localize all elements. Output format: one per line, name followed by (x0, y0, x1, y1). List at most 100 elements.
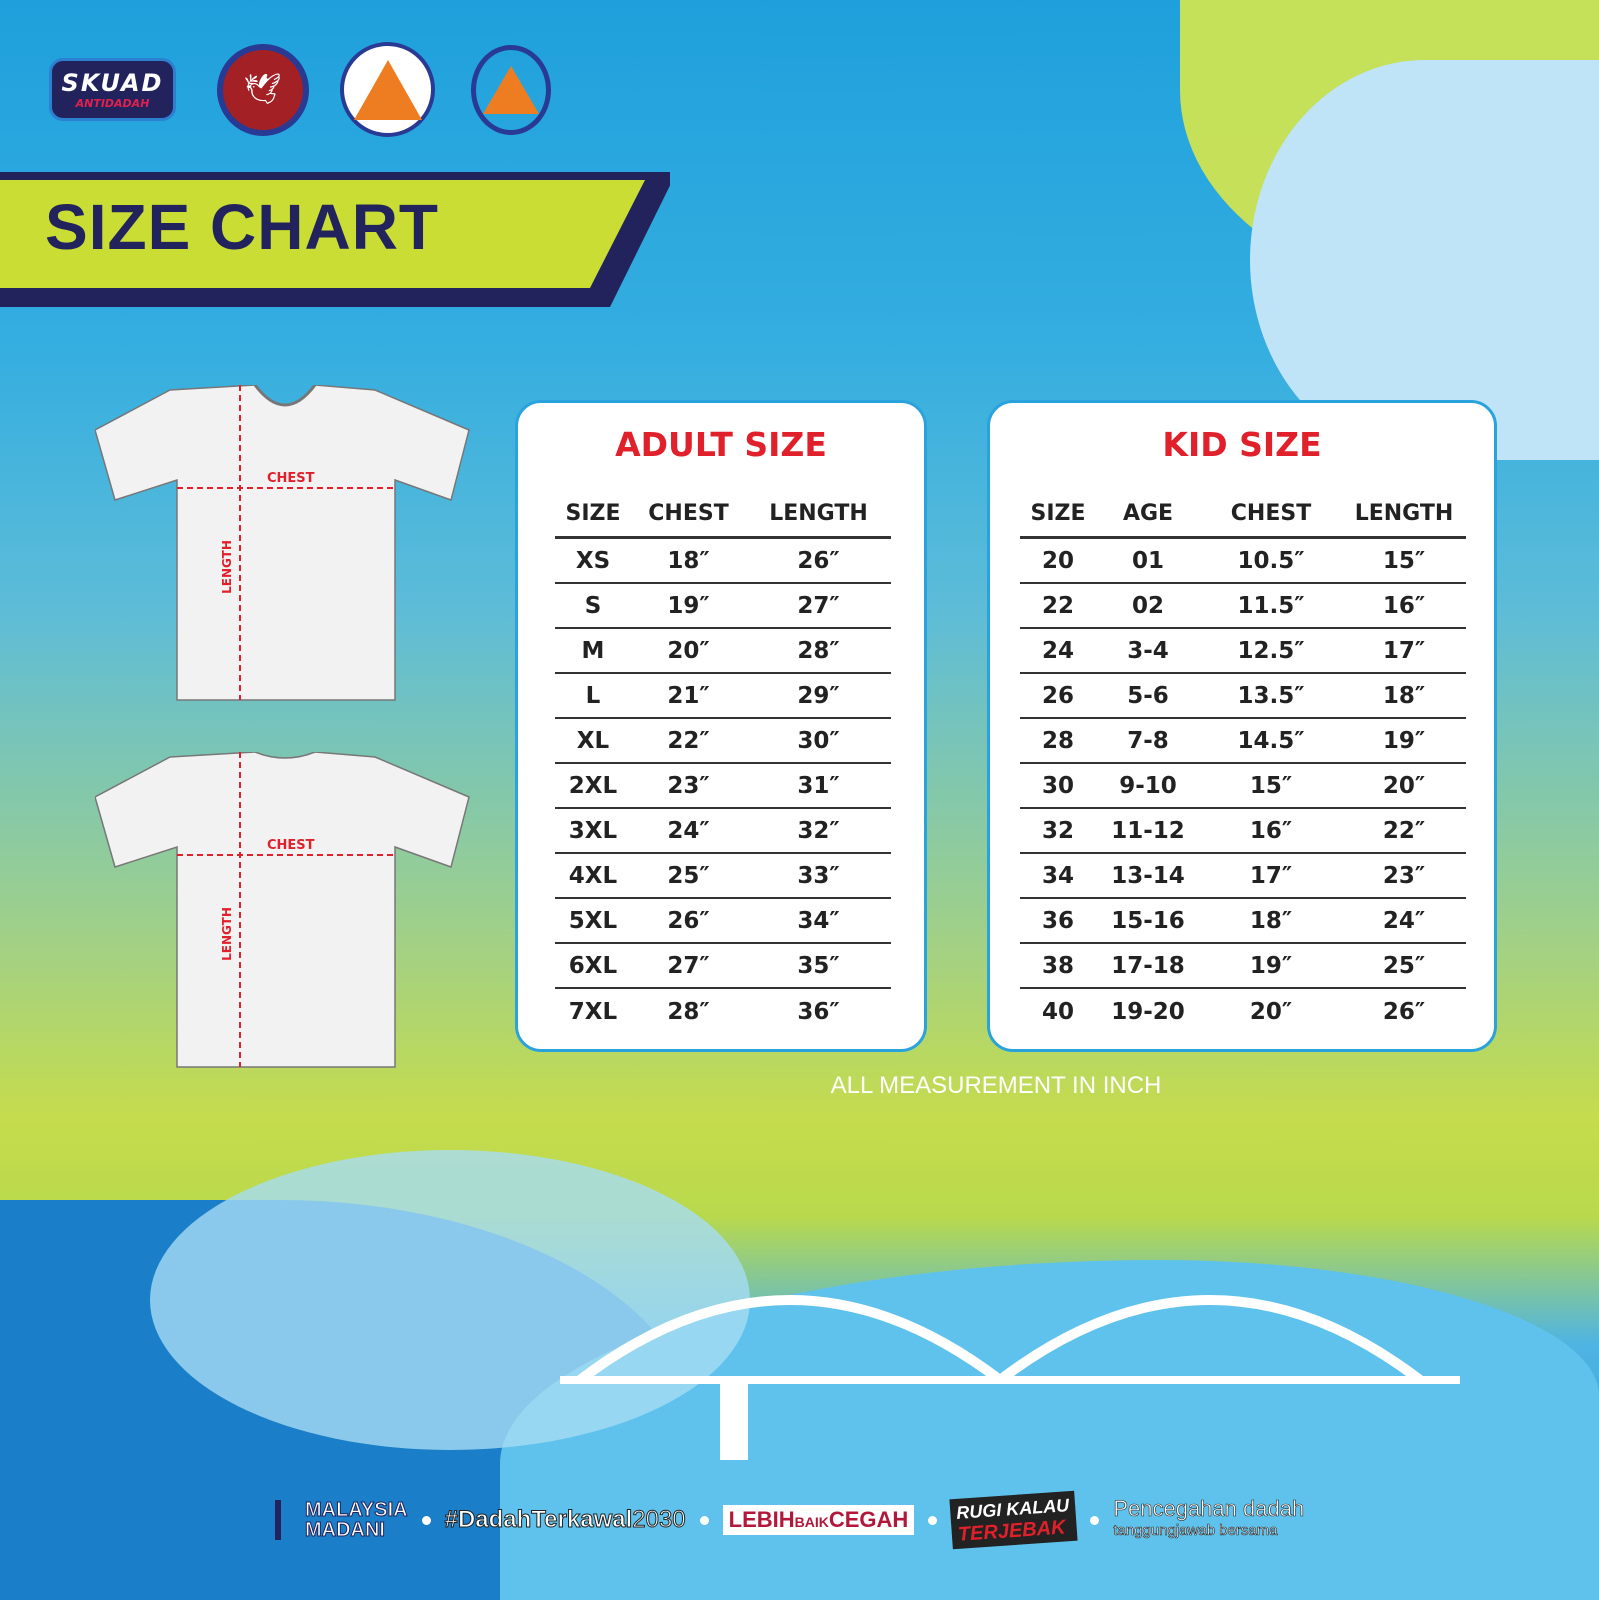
column-header: AGE (1122, 501, 1174, 526)
table-cell: 28″ (797, 637, 840, 664)
table-cell: 20″ (1382, 772, 1426, 799)
table-cell: 20″ (667, 637, 710, 664)
logo-agensi-antidadah: 🕊 (215, 42, 310, 137)
column-header: SIZE (1030, 501, 1086, 526)
table-cell: 22″ (1382, 817, 1426, 844)
table-row: 6XL 27″ 35″ (555, 944, 891, 989)
kid-size-table: SIZE AGE CHEST LENGTH 20 01 10.5″ 15″ 22 02 11.5″ 1… (1020, 491, 1466, 1034)
table-cell: 24″ (1382, 907, 1426, 934)
page-title: SIZE CHART (45, 191, 439, 263)
table-cell: 18″ (667, 547, 710, 574)
table-cell: 7XL (568, 998, 618, 1025)
table-cell: 20″ (1249, 998, 1293, 1025)
table-cell: 19″ (1249, 952, 1293, 979)
separator-dot (1090, 1515, 1100, 1525)
chest-label: CHEST (267, 471, 315, 486)
table-cell: 32″ (797, 817, 840, 844)
table-cell: 15″ (1382, 547, 1426, 574)
table-row: XL 22″ 30″ (555, 719, 891, 764)
table-cell: 13.5″ (1237, 682, 1305, 709)
table-row: 3XL 24″ 32″ (555, 809, 891, 854)
table-cell: 12.5″ (1237, 637, 1305, 664)
table-cell: 16″ (1382, 592, 1426, 619)
table-cell: 31″ (797, 772, 840, 799)
table-cell: 26″ (667, 907, 710, 934)
table-cell: S (584, 592, 602, 619)
rugi-kalau-terjebak: RUGI KALAU TERJEBAK (949, 1490, 1078, 1550)
table-cell: XL (576, 727, 610, 754)
kid-size-title: KID SIZE (1162, 425, 1322, 464)
pencegahan-line-2: tanggungjawab bersama (1113, 1522, 1278, 1540)
column-header: LENGTH (1354, 501, 1454, 526)
table-row: 36 15-16 18″ 24″ (1020, 899, 1466, 944)
table-row: 32 11-12 16″ 22″ (1020, 809, 1466, 854)
chest-label: CHEST (267, 838, 315, 853)
table-cell: 34 (1041, 862, 1074, 889)
table-cell: 13-14 (1111, 862, 1185, 889)
table-cell: 20 (1041, 547, 1074, 574)
table-cell: 2XL (568, 772, 618, 799)
table-cell: 36 (1041, 907, 1074, 934)
header-row: SIZE AGE CHEST LENGTH (1020, 491, 1466, 539)
table-row: 20 01 10.5″ 15″ (1020, 539, 1466, 584)
separator-dot (928, 1515, 938, 1525)
table-cell: 3-4 (1127, 637, 1169, 664)
table-cell: 26 (1041, 682, 1074, 709)
table-cell: 7-8 (1127, 727, 1169, 754)
table-cell: 11-12 (1111, 817, 1185, 844)
table-cell: 30″ (797, 727, 840, 754)
table-cell: 17-18 (1111, 952, 1185, 979)
table-cell: 02 (1131, 592, 1164, 619)
table-cell: 25″ (667, 862, 710, 889)
hashtag: #DadahTerkawal2030 (444, 1506, 686, 1534)
table-cell: 16″ (1249, 817, 1293, 844)
table-cell: 17″ (1382, 637, 1426, 664)
table-row: 24 3-4 12.5″ 17″ (1020, 629, 1466, 674)
table-cell: 18″ (1382, 682, 1426, 709)
table-cell: 26″ (797, 547, 840, 574)
table-row: L 21″ 29″ (555, 674, 891, 719)
tshirt-front-diagram (95, 385, 470, 701)
table-cell: 32 (1041, 817, 1074, 844)
table-cell: 23″ (1382, 862, 1426, 889)
lebih-baik-cegah: LEBIHBAIKCEGAH (722, 1505, 915, 1535)
table-cell: 4XL (568, 862, 618, 889)
table-row: S 19″ 27″ (555, 584, 891, 629)
table-cell: 24″ (667, 817, 710, 844)
hashtag-year: 2030 (632, 1506, 686, 1534)
table-cell: 36″ (797, 998, 840, 1025)
column-header: CHEST (648, 501, 729, 526)
table-cell: 19″ (1382, 727, 1426, 754)
title-banner (0, 180, 645, 288)
table-cell: 15-16 (1111, 907, 1185, 934)
column-header: SIZE (565, 501, 621, 526)
table-row: 28 7-8 14.5″ 19″ (1020, 719, 1466, 764)
adult-size-table: SIZE CHEST LENGTH XS 18″ 26″ S 19″ 27″ M 20″ 28″ L 21… (555, 491, 891, 1034)
cegah-text: CEGAH (828, 1507, 909, 1532)
separator-dot (699, 1515, 709, 1525)
baik-text: BAIK (794, 1514, 829, 1530)
table-cell: 30 (1041, 772, 1074, 799)
kid-size-card: KID SIZE SIZE AGE CHEST LENGTH 20 01 10.5″ 15″ 2… (987, 400, 1497, 1052)
separator-dot (421, 1515, 431, 1525)
table-row: 40 19-20 20″ 26″ (1020, 989, 1466, 1034)
column-header: LENGTH (769, 501, 868, 526)
madani-line-2: MADANI (305, 1519, 386, 1541)
table-cell: 28″ (667, 998, 710, 1025)
table-cell: 35″ (797, 952, 840, 979)
header-row: SIZE CHEST LENGTH (555, 491, 891, 539)
table-cell: 21″ (667, 682, 710, 709)
table-cell: 40 (1041, 998, 1074, 1025)
table-row: 38 17-18 19″ 25″ (1020, 944, 1466, 989)
table-cell: 10.5″ (1237, 547, 1305, 574)
table-cell: 23″ (667, 772, 710, 799)
table-row: 30 9-10 15″ 20″ (1020, 764, 1466, 809)
table-row: 22 02 11.5″ 16″ (1020, 584, 1466, 629)
table-row: 2XL 23″ 31″ (555, 764, 891, 809)
table-cell: 17″ (1249, 862, 1293, 889)
table-cell: 9-10 (1119, 772, 1177, 799)
table-row: M 20″ 28″ (555, 629, 891, 674)
table-cell: M (581, 637, 605, 664)
table-row: 26 5-6 13.5″ 18″ (1020, 674, 1466, 719)
table-cell: 14.5″ (1237, 727, 1305, 754)
